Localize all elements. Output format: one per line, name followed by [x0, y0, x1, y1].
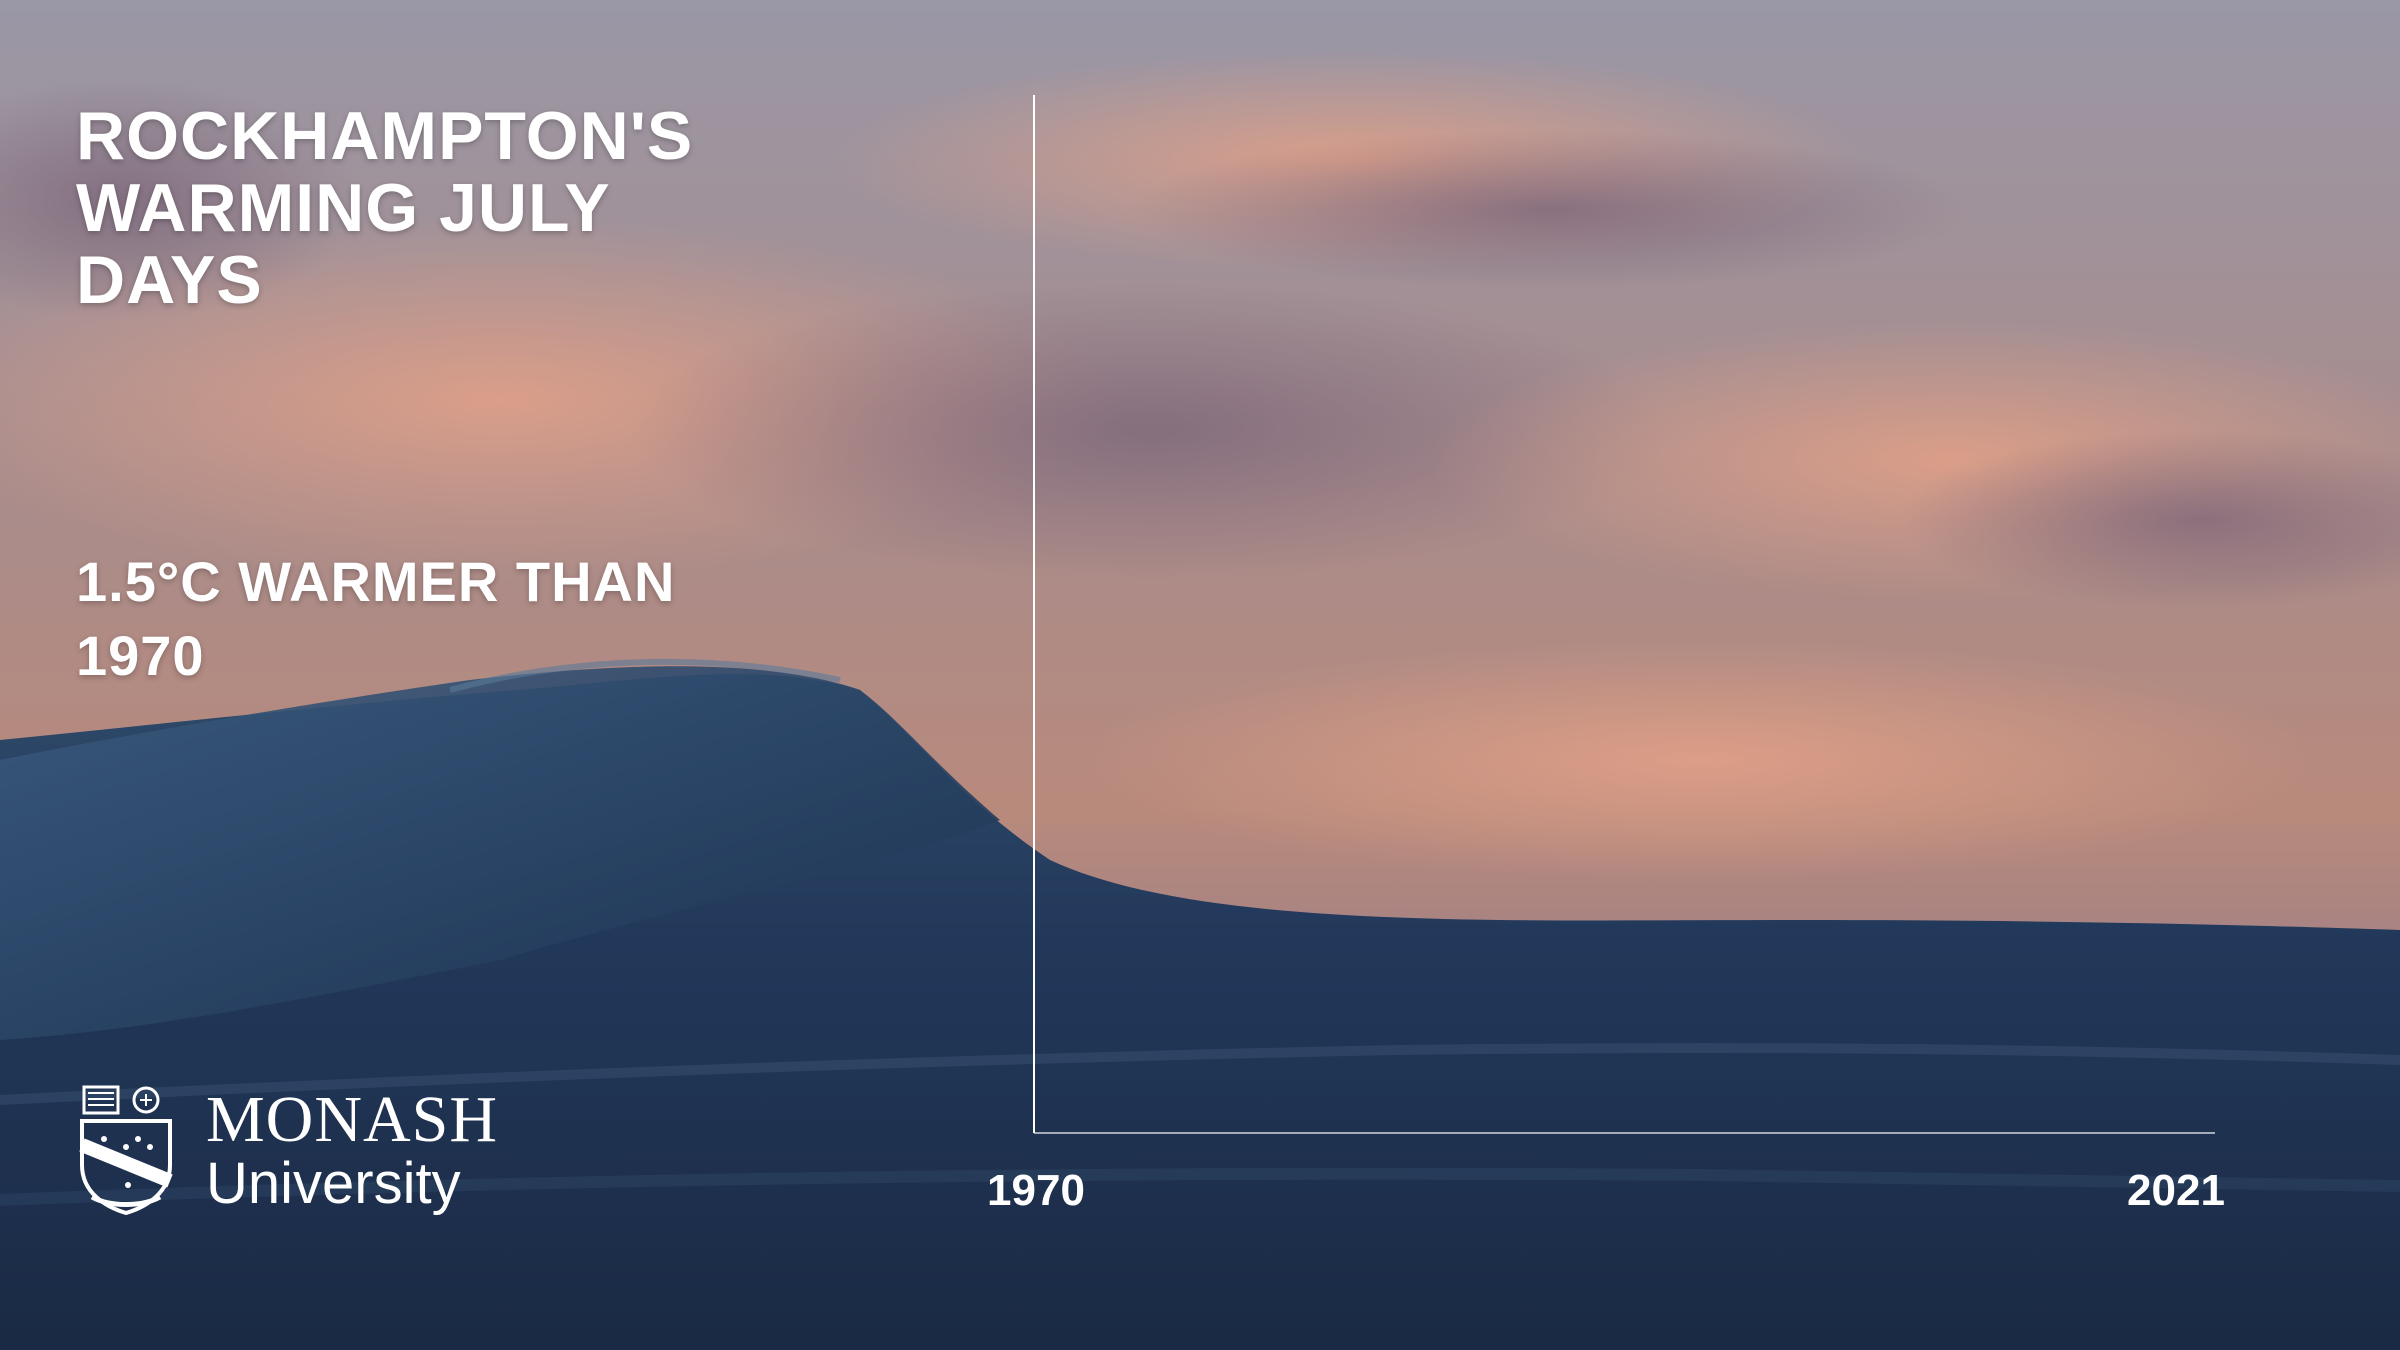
logo-wordmark: MONASH — [206, 1083, 499, 1156]
subheadline-line-1: 1.5°C WARMER THAN — [76, 550, 676, 613]
headline-line-2: WARMING JULY — [76, 170, 611, 246]
subheadline: 1.5°C WARMER THAN 1970 — [76, 545, 716, 693]
subheadline-line-2: 1970 — [76, 624, 205, 687]
logo-subtext: University — [206, 1151, 461, 1216]
headline: ROCKHAMPTON'S WARMING JULY DAYS — [76, 100, 776, 316]
headline-line-3: DAYS — [76, 242, 263, 318]
x-tick-label: 1970 — [987, 1166, 1085, 1215]
x-tick-label: 2021 — [2127, 1166, 2225, 1215]
x-axis-ticks: 1970 2021 — [987, 1166, 2225, 1215]
monash-logo: MONASH University — [76, 1085, 536, 1235]
crest-icon — [79, 1085, 173, 1215]
headline-line-1: ROCKHAMPTON'S — [76, 98, 694, 174]
